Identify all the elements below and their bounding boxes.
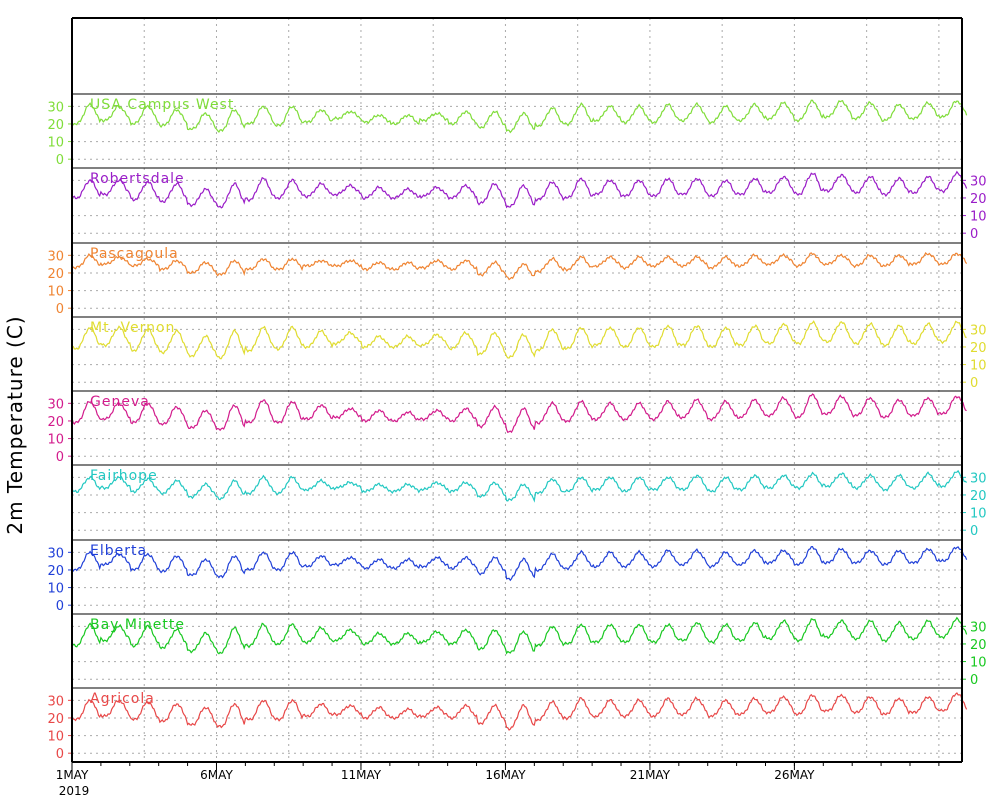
y-tick-label: 30 (47, 100, 64, 115)
y-tick-label: 30 (970, 323, 987, 338)
series-line (71, 616, 968, 655)
station-panel-usa-campus-west: 0 10 20 30 USA Campus West (47, 93, 968, 168)
y-tick-label: 10 (970, 359, 987, 374)
station-panel-bay-minette: 0 10 20 30 Bay Minette (71, 613, 987, 688)
station-panel-pascagoula: 0 10 20 30 Pascagoula (47, 242, 968, 317)
y-tick-label: 20 (47, 267, 64, 282)
y-tick-label: 30 (47, 397, 64, 412)
y-tick-label: 10 (970, 210, 987, 225)
x-tick-label: 16MAY (485, 768, 526, 782)
x-tick-year-label: 2019 (59, 784, 90, 798)
station-label: Elberta (90, 543, 147, 559)
series-line (71, 692, 968, 731)
y-tick-label: 0 (970, 673, 978, 688)
y-tick-label: 0 (56, 153, 64, 168)
series-line (71, 320, 967, 360)
station-label: USA Campus West (90, 97, 234, 113)
y-tick-label: 10 (47, 582, 64, 597)
y-tick-label: 30 (47, 694, 64, 709)
station-label: Geneva (90, 394, 150, 410)
y-axis-label-container: 2m Temperature (C) (0, 0, 44, 800)
station-label: Bay Minette (90, 617, 185, 633)
station-panel-robertsdale: 0 10 20 30 Robertsdale (71, 167, 987, 242)
station-label: Mt. Vernon (90, 320, 175, 336)
series-line (71, 170, 968, 209)
y-tick-label: 10 (47, 730, 64, 745)
y-tick-label: 0 (56, 450, 64, 465)
station-label: Agricola (90, 691, 155, 707)
y-tick-label: 0 (970, 227, 978, 242)
y-tick-label: 0 (56, 302, 64, 317)
y-tick-label: 20 (970, 192, 987, 207)
y-tick-label: 0 (970, 376, 978, 391)
y-tick-label: 0 (56, 747, 64, 762)
y-tick-label: 0 (970, 524, 978, 539)
station-panel-geneva: 0 10 20 30 Geneva (47, 390, 967, 465)
y-tick-label: 10 (47, 433, 64, 448)
y-tick-label: 20 (970, 341, 987, 356)
y-tick-label: 20 (47, 118, 64, 133)
station-panel-agricola: 0 10 20 30 Agricola (47, 687, 968, 762)
series-line (71, 545, 968, 582)
station-panel-elberta: 0 10 20 30 Elberta (47, 539, 968, 614)
series-line (71, 469, 968, 503)
station-panel-mt-vernon: 0 10 20 30 Mt. Vernon (71, 316, 987, 391)
station-label: Fairhope (90, 468, 158, 484)
y-tick-label: 10 (970, 507, 987, 522)
y-tick-label: 10 (47, 285, 64, 300)
station-label: Pascagoula (90, 246, 179, 262)
x-tick-label: 21MAY (630, 768, 671, 782)
x-tick-label: 26MAY (774, 768, 815, 782)
x-tick-label: 6MAY (200, 768, 233, 782)
station-label: Robertsdale (90, 171, 185, 187)
y-tick-label: 30 (970, 471, 987, 486)
y-tick-label: 20 (47, 415, 64, 430)
y-axis-label: 2m Temperature (C) (3, 315, 27, 534)
y-tick-label: 30 (970, 620, 987, 635)
y-tick-label: 0 (56, 599, 64, 614)
x-tick-label: 11MAY (341, 768, 382, 782)
station-panel-fairhope: 0 10 20 30 Fairhope (71, 464, 987, 539)
y-tick-label: 20 (47, 712, 64, 727)
y-tick-label: 20 (970, 638, 987, 653)
y-tick-label: 30 (970, 174, 987, 189)
y-tick-label: 20 (970, 489, 987, 504)
series-line (71, 252, 968, 281)
series-line (71, 393, 967, 434)
y-tick-label: 30 (47, 249, 64, 264)
y-tick-label: 10 (47, 136, 64, 151)
y-tick-label: 20 (47, 564, 64, 579)
x-tick-label: 1MAY (56, 768, 89, 782)
y-tick-label: 10 (970, 656, 987, 671)
series-line (71, 99, 968, 134)
y-tick-label: 30 (47, 546, 64, 561)
